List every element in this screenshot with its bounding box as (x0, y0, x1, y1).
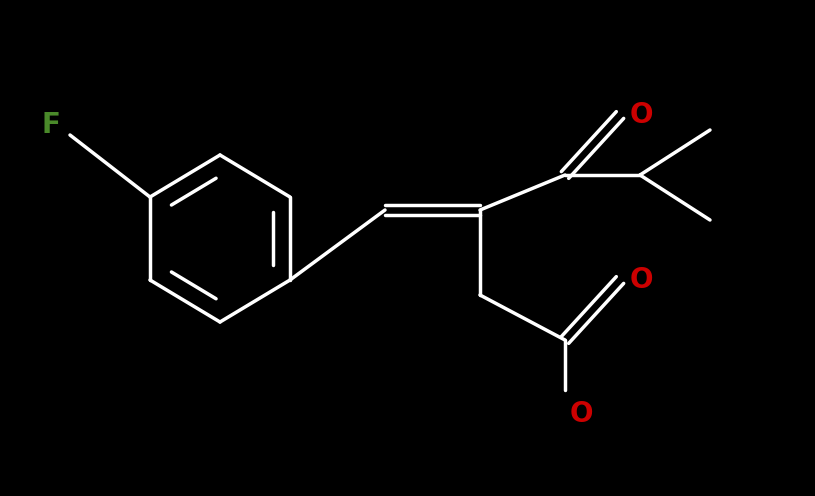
Text: O: O (570, 400, 593, 428)
Text: O: O (630, 101, 654, 129)
Text: F: F (41, 111, 60, 139)
Text: O: O (630, 266, 654, 294)
